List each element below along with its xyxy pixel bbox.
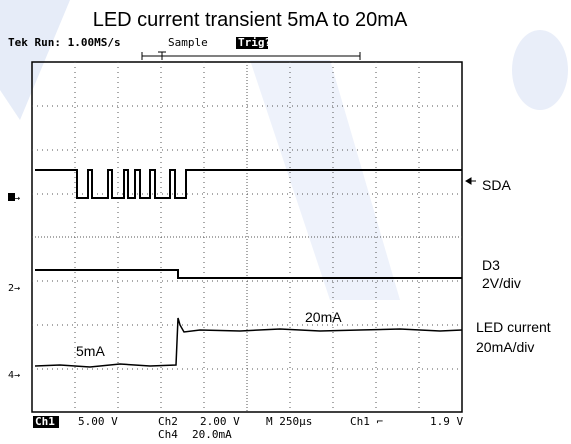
ch4-scale: 20.0mA <box>192 428 232 441</box>
trigger-level: 1.9 V <box>430 415 463 428</box>
ch1-status: Ch1 <box>35 415 55 428</box>
ch2-status: Ch2 <box>158 415 178 428</box>
ch4-status: Ch4 <box>158 428 178 441</box>
graticule <box>31 61 463 413</box>
ch1-marker: 1→ <box>8 193 20 204</box>
center-lines <box>32 62 462 412</box>
d3-label: D3 <box>482 257 500 273</box>
d3-trace <box>35 269 462 279</box>
acq-mode: Sample <box>168 36 208 49</box>
ch1-marker-box <box>8 193 15 201</box>
ch4-marker: 4→ <box>8 370 20 381</box>
ch1-scale: 5.00 V <box>78 415 118 428</box>
sda-trace <box>35 169 462 199</box>
led-trace <box>34 317 463 368</box>
trigger-status: Trig? <box>238 36 271 49</box>
ch2-scale: 2.00 V <box>200 415 240 428</box>
ch2-marker: 2→ <box>8 283 20 294</box>
sda-label: SDA <box>482 177 511 193</box>
record-bracket <box>141 51 361 60</box>
watermark <box>250 60 400 300</box>
ch1-status-box <box>33 416 59 428</box>
run-status: Tek Run: 1.00MS/s <box>8 36 121 49</box>
title: LED current transient 5mA to 20mA <box>93 9 408 31</box>
led-scale: 20mA/div <box>476 339 534 355</box>
trigger-box <box>236 37 268 49</box>
low-label: 5mA <box>76 343 105 359</box>
watermark <box>512 30 568 110</box>
led-label: LED current <box>476 319 551 335</box>
trigger-arrow <box>465 177 476 185</box>
d3-scale: 2V/div <box>482 275 521 291</box>
high-label: 20mA <box>305 309 342 325</box>
trigger-source: Ch1 ⌐ <box>350 415 383 428</box>
watermark <box>0 0 70 120</box>
timebase: M 250µs <box>266 415 312 428</box>
